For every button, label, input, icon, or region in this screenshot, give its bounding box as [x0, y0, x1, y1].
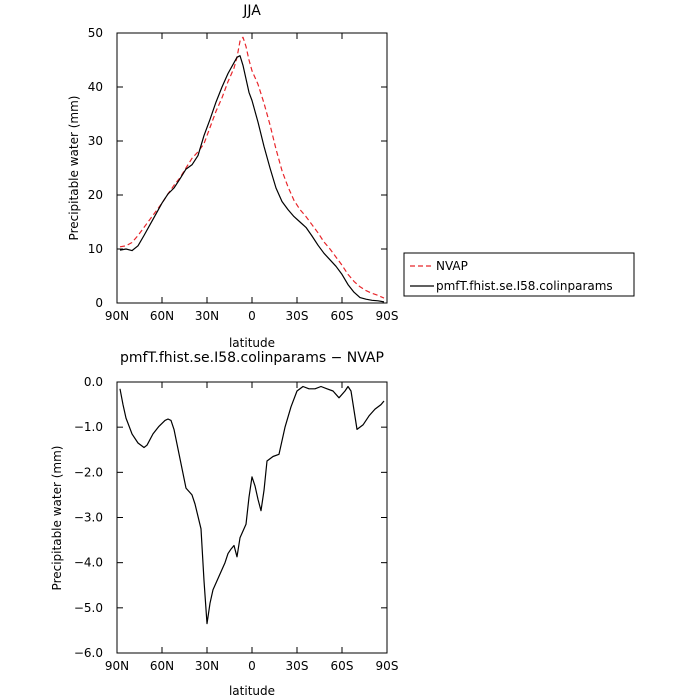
- bottom-y-tick-label: −5.0: [74, 601, 103, 615]
- top-x-tick-label: 0: [248, 309, 256, 323]
- top-y-tick-label: 0: [95, 296, 103, 310]
- bottom-plot-frame: [116, 381, 388, 654]
- bottom-y-tick-label: 0.0: [84, 375, 103, 389]
- bottom-x-tick-label: 0: [248, 659, 256, 673]
- bottom-panel: pmfT.fhist.se.I58.colinparams − NVAP 90N…: [50, 350, 398, 698]
- top-y-tick-label: 20: [88, 188, 103, 202]
- bottom-x-axis-label: latitude: [229, 684, 275, 698]
- top-plot-frame: [116, 32, 388, 304]
- top-ticks: 90N 60N 30N 0 30S 60S 90S 0 10 20 30 40 50: [88, 26, 399, 323]
- bottom-y-tick-label: −6.0: [74, 646, 103, 660]
- top-x-tick-label: 30S: [286, 309, 309, 323]
- top-x-tick-label: 90N: [105, 309, 129, 323]
- top-series-group: [119, 36, 385, 303]
- legend-label-model: pmfT.fhist.se.I58.colinparams: [436, 279, 613, 293]
- top-x-axis-label: latitude: [229, 336, 275, 350]
- top-chart-title: JJA: [242, 3, 261, 19]
- bottom-y-tick-label: −1.0: [74, 420, 103, 434]
- top-y-tick-label: 40: [88, 80, 103, 94]
- top-y-axis-label: Precipitable water (mm): [67, 96, 81, 241]
- legend-box: [403, 252, 635, 297]
- bottom-x-tick-label: 90N: [105, 659, 129, 673]
- bottom-y-axis-label: Precipitable water (mm): [50, 446, 64, 591]
- bottom-y-tick-label: −4.0: [74, 556, 103, 570]
- top-series-line-pmft-fhist-se-i58-colinparams: [119, 55, 385, 303]
- bottom-ticks: 90N 60N 30N 0 30S 60S 90S 0.0 −1.0 −2.0 −3.0 −4.0 −5…: [74, 375, 399, 673]
- top-x-tick-label: 60S: [331, 309, 354, 323]
- bottom-x-tick-label: 30N: [195, 659, 219, 673]
- bottom-series-line-0: [119, 385, 385, 625]
- bottom-x-tick-label: 60S: [331, 659, 354, 673]
- legend: NVAP pmfT.fhist.se.I58.colinparams: [403, 252, 635, 297]
- bottom-x-tick-label: 30S: [286, 659, 309, 673]
- bottom-x-tick-label: 60N: [150, 659, 174, 673]
- top-x-tick-label: 60N: [150, 309, 174, 323]
- bottom-x-tick-label: 90S: [376, 659, 399, 673]
- top-y-tick-label: 30: [88, 134, 103, 148]
- top-y-tick-label: 50: [88, 26, 103, 40]
- bottom-series-group: [119, 385, 385, 625]
- top-y-tick-label: 10: [88, 242, 103, 256]
- top-series-line-nvap: [119, 36, 385, 299]
- top-x-tick-label: 30N: [195, 309, 219, 323]
- top-panel: JJA 90N 60N 30N 0 30S 60S 90S 0 10 20 30 40 50 latit…: [67, 3, 398, 350]
- bottom-y-tick-label: −3.0: [74, 511, 103, 525]
- bottom-chart-title: pmfT.fhist.se.I58.colinparams − NVAP: [120, 350, 384, 366]
- top-x-tick-label: 90S: [376, 309, 399, 323]
- bottom-y-tick-label: −2.0: [74, 465, 103, 479]
- legend-label-nvap: NVAP: [436, 259, 468, 273]
